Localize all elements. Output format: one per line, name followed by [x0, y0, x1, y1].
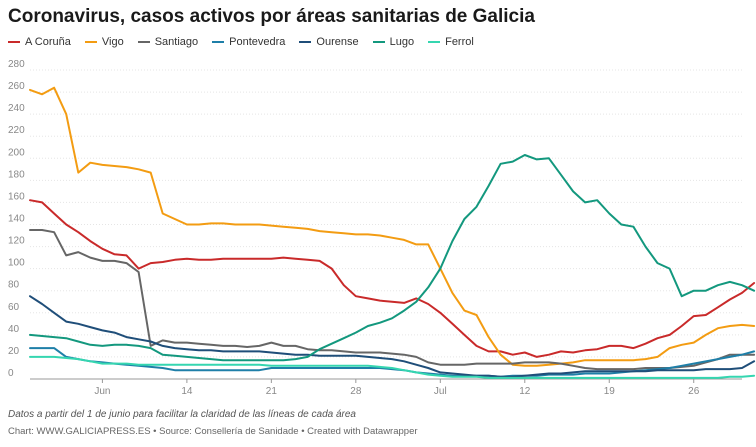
legend-item: Vigo	[84, 36, 124, 48]
y-tick-label: 220	[8, 125, 25, 136]
legend-item: A Coruña	[8, 36, 71, 48]
legend-swatch	[8, 41, 20, 43]
legend-swatch	[372, 41, 385, 43]
chart-title: Coronavirus, casos activos por áreas san…	[8, 6, 535, 27]
y-tick-label: 240	[8, 103, 25, 114]
y-tick-label: 200	[8, 147, 25, 158]
x-tick-label: 21	[266, 386, 278, 397]
series-line-pontevedra	[29, 347, 756, 378]
chart-source: Chart: WWW.GALICIAPRESS.ES • Source: Con…	[8, 426, 418, 437]
legend-label: Lugo	[389, 36, 415, 48]
chart-note: Datos a partir del 1 de junio para facil…	[8, 409, 356, 420]
legend-label: Ourense	[316, 36, 359, 48]
y-tick-label: 60	[8, 302, 20, 313]
legend-item: Ourense	[299, 36, 359, 48]
legend-swatch	[84, 41, 97, 43]
legend-swatch	[428, 41, 441, 43]
x-tick-label: 19	[604, 386, 616, 397]
line-chart: 0 20 40 60 80 100 120 140 160 180 200 220 240 260 280 J…	[8, 59, 756, 397]
x-tick-label: 12	[519, 386, 531, 397]
y-tick-label: 40	[8, 324, 20, 335]
x-tick-label: 26	[688, 386, 700, 397]
legend-label: Santiago	[154, 36, 199, 48]
y-tick-label: 0	[8, 368, 14, 379]
legend-swatch	[299, 41, 312, 43]
legend-swatch	[212, 41, 225, 43]
x-tick-label: 28	[350, 386, 362, 397]
series-line-lugo	[29, 154, 756, 362]
y-tick-label: 260	[8, 81, 25, 92]
series-line-ourense	[29, 295, 756, 378]
x-tick-label: Jun	[94, 386, 110, 397]
x-tick-label: Jul	[434, 386, 447, 397]
legend-swatch	[137, 41, 150, 43]
legend-label: Vigo	[101, 36, 124, 48]
chart-legend: A Coruña Vigo Santiago Pontevedra Ourense Lug…	[8, 36, 474, 48]
y-tick-label: 120	[8, 236, 25, 247]
series-line-ferrol	[29, 355, 756, 379]
y-tick-label: 100	[8, 258, 25, 269]
y-tick-label: 280	[8, 59, 25, 70]
legend-label: Ferrol	[445, 36, 474, 48]
y-tick-label: 140	[8, 214, 25, 225]
legend-label: A Coruña	[25, 36, 71, 48]
series-line-a-coru-a	[29, 199, 756, 358]
legend-item: Santiago	[137, 36, 199, 48]
x-tick-label: 14	[181, 386, 193, 397]
series-line-vigo	[29, 86, 756, 367]
legend-item: Pontevedra	[212, 36, 285, 48]
legend-item: Ferrol	[428, 36, 474, 48]
y-tick-label: 160	[8, 191, 25, 202]
y-tick-label: 80	[8, 280, 20, 291]
legend-item: Lugo	[372, 36, 415, 48]
series-line-santiago	[29, 229, 756, 371]
y-tick-label: 20	[8, 346, 20, 357]
y-tick-label: 180	[8, 169, 25, 180]
legend-label: Pontevedra	[229, 36, 286, 48]
